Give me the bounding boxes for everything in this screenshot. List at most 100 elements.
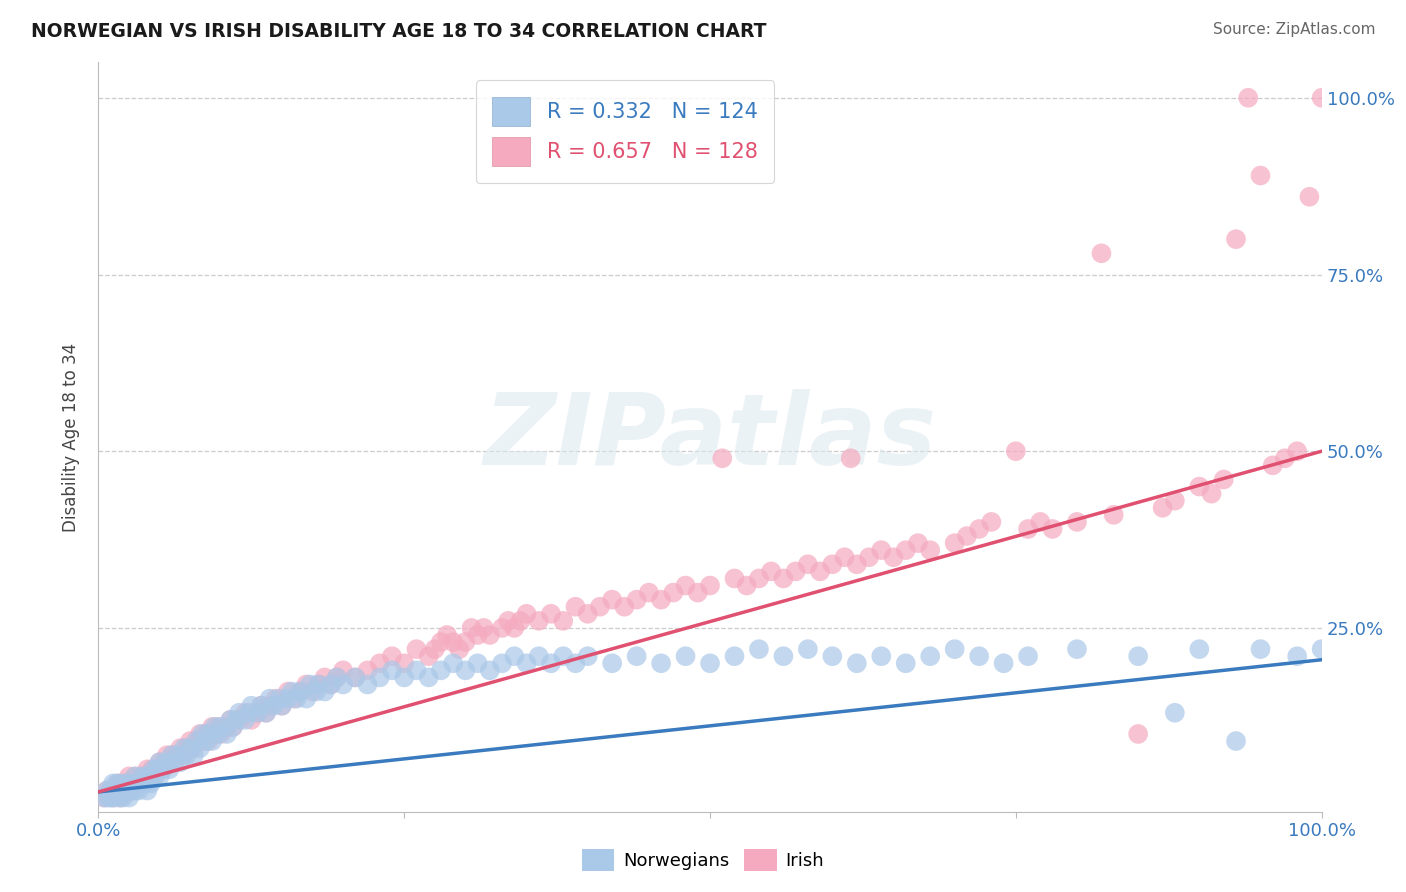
Point xyxy=(467,657,489,671)
Point xyxy=(167,748,190,763)
Point xyxy=(319,677,342,691)
Point xyxy=(821,649,844,664)
Point xyxy=(980,515,1002,529)
Point xyxy=(967,649,990,664)
Point xyxy=(1225,232,1247,246)
Point xyxy=(467,628,489,642)
Point xyxy=(472,621,495,635)
Point xyxy=(183,748,205,763)
Point xyxy=(1249,642,1271,657)
Point xyxy=(153,756,176,770)
Point xyxy=(503,649,526,664)
Point xyxy=(259,698,281,713)
Point xyxy=(858,550,880,565)
Point xyxy=(163,756,186,770)
Point xyxy=(97,790,120,805)
Point xyxy=(149,756,172,770)
Point xyxy=(344,670,367,684)
Point xyxy=(156,748,179,763)
Point xyxy=(96,783,118,797)
Point xyxy=(103,783,125,797)
Point xyxy=(111,790,134,805)
Point xyxy=(188,741,211,756)
Point xyxy=(215,720,238,734)
Point xyxy=(262,698,284,713)
Point xyxy=(637,585,661,599)
Point xyxy=(173,741,195,756)
Point xyxy=(392,657,416,671)
Point xyxy=(956,529,979,543)
Point xyxy=(186,734,208,748)
Point xyxy=(103,790,125,805)
Point xyxy=(1274,451,1296,466)
Point xyxy=(1090,246,1112,260)
Point xyxy=(405,642,427,657)
Point xyxy=(131,769,153,783)
Point xyxy=(436,628,458,642)
Point xyxy=(509,614,531,628)
Point xyxy=(392,670,416,684)
Point xyxy=(139,776,162,790)
Point xyxy=(114,783,136,797)
Point xyxy=(167,748,190,763)
Point xyxy=(626,649,648,664)
Point xyxy=(723,571,745,585)
Point xyxy=(191,727,214,741)
Point xyxy=(120,783,142,797)
Point xyxy=(368,657,391,671)
Point xyxy=(1298,190,1320,204)
Point xyxy=(454,664,477,678)
Point xyxy=(430,635,453,649)
Point xyxy=(839,451,862,466)
Point xyxy=(176,741,198,756)
Point xyxy=(228,706,250,720)
Point xyxy=(441,635,464,649)
Point xyxy=(250,698,273,713)
Point xyxy=(115,776,138,790)
Point xyxy=(283,691,305,706)
Point xyxy=(157,756,180,770)
Point xyxy=(613,599,636,614)
Point xyxy=(264,691,287,706)
Point xyxy=(101,790,124,805)
Point xyxy=(834,550,856,565)
Point xyxy=(136,769,159,783)
Point xyxy=(368,670,391,684)
Point xyxy=(150,762,173,776)
Legend: R = 0.332   N = 124, R = 0.657   N = 128: R = 0.332 N = 124, R = 0.657 N = 128 xyxy=(475,80,775,183)
Point xyxy=(155,756,177,770)
Point xyxy=(285,691,308,706)
Point xyxy=(277,684,299,698)
Point xyxy=(207,727,229,741)
Point xyxy=(381,649,404,664)
Point xyxy=(797,642,820,657)
Point xyxy=(139,769,162,783)
Point xyxy=(134,769,156,783)
Point xyxy=(496,614,519,628)
Point xyxy=(650,657,672,671)
Point xyxy=(179,734,201,748)
Point xyxy=(149,756,172,770)
Point xyxy=(650,592,672,607)
Point xyxy=(845,657,868,671)
Point xyxy=(441,657,464,671)
Point xyxy=(121,783,143,797)
Point xyxy=(197,727,219,741)
Point xyxy=(134,776,156,790)
Point xyxy=(110,790,132,805)
Point xyxy=(943,642,966,657)
Point xyxy=(564,657,586,671)
Point xyxy=(454,635,477,649)
Point xyxy=(381,664,404,678)
Point xyxy=(101,776,124,790)
Point xyxy=(141,762,163,776)
Point xyxy=(111,776,134,790)
Point xyxy=(1188,642,1211,657)
Point xyxy=(870,543,893,558)
Point xyxy=(128,776,150,790)
Point xyxy=(233,706,256,720)
Point xyxy=(157,762,180,776)
Point xyxy=(93,790,115,805)
Point xyxy=(160,748,183,763)
Point xyxy=(290,684,312,698)
